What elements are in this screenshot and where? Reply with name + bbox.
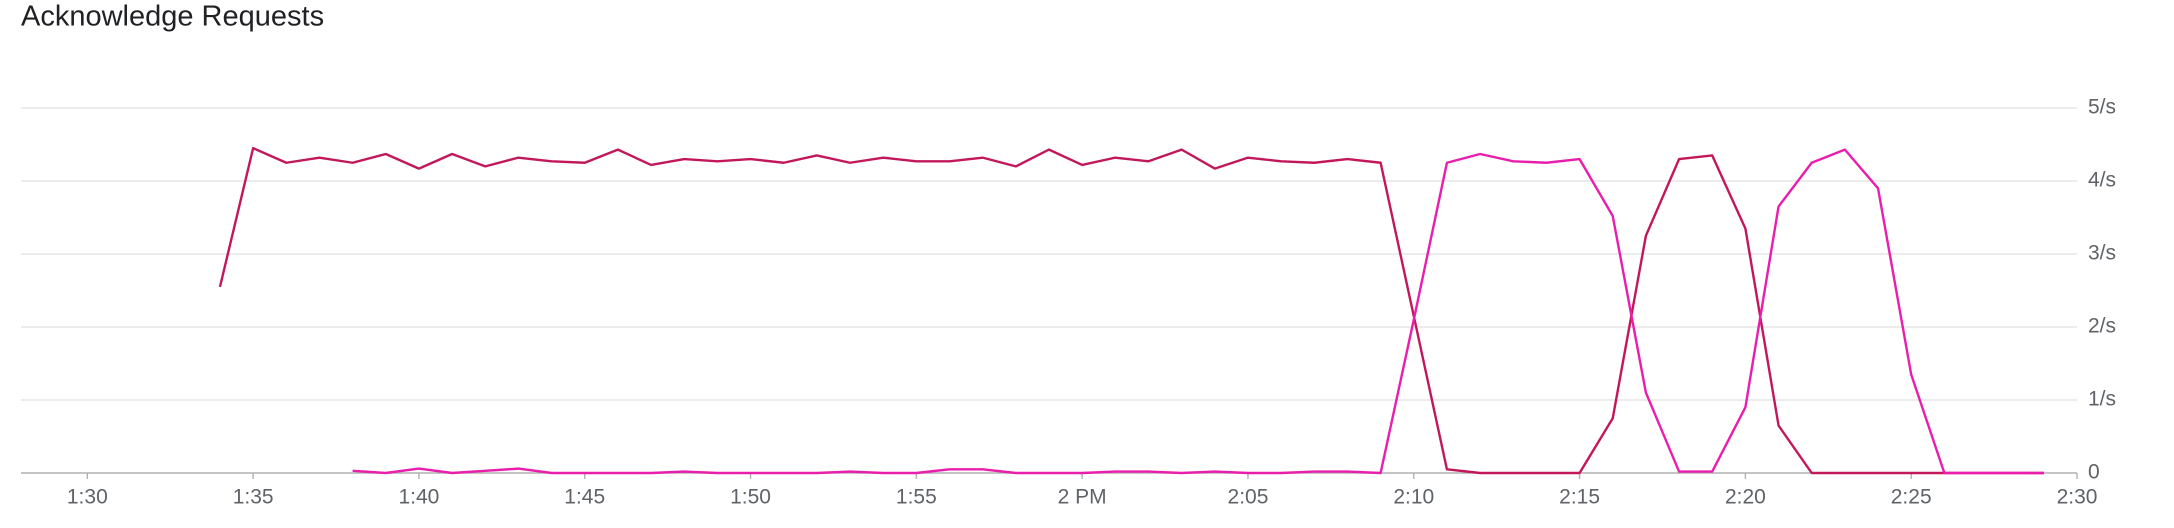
y-tick-label: 1/s — [2088, 388, 2116, 411]
x-tick-label: 2:30 — [2057, 486, 2098, 509]
x-tick-label: 2 PM — [1058, 486, 1107, 509]
y-tick-label: 4/s — [2088, 169, 2116, 192]
x-tick-label: 1:55 — [896, 486, 937, 509]
x-tick-label: 2:05 — [1228, 486, 1269, 509]
x-tick-label: 1:50 — [730, 486, 771, 509]
series-line — [218, 146, 2044, 475]
x-tick-label: 2:25 — [1891, 486, 1932, 509]
x-tick-label: 1:30 — [67, 486, 108, 509]
y-tick-label: 2/s — [2088, 315, 2116, 338]
x-tick-label: 2:20 — [1725, 486, 1766, 509]
x-tick-label: 2:10 — [1393, 486, 1434, 509]
y-tick-label: 5/s — [2088, 96, 2116, 119]
y-tick-label: 0 — [2088, 461, 2100, 484]
x-tick-label: 1:40 — [398, 486, 439, 509]
chart-title: Acknowledge Requests — [21, 1, 324, 33]
x-tick-label: 1:35 — [233, 486, 274, 509]
y-tick-label: 3/s — [2088, 242, 2116, 265]
x-tick-label: 1:45 — [564, 486, 605, 509]
x-tick-label: 2:15 — [1559, 486, 1600, 509]
series-line — [352, 148, 2044, 475]
